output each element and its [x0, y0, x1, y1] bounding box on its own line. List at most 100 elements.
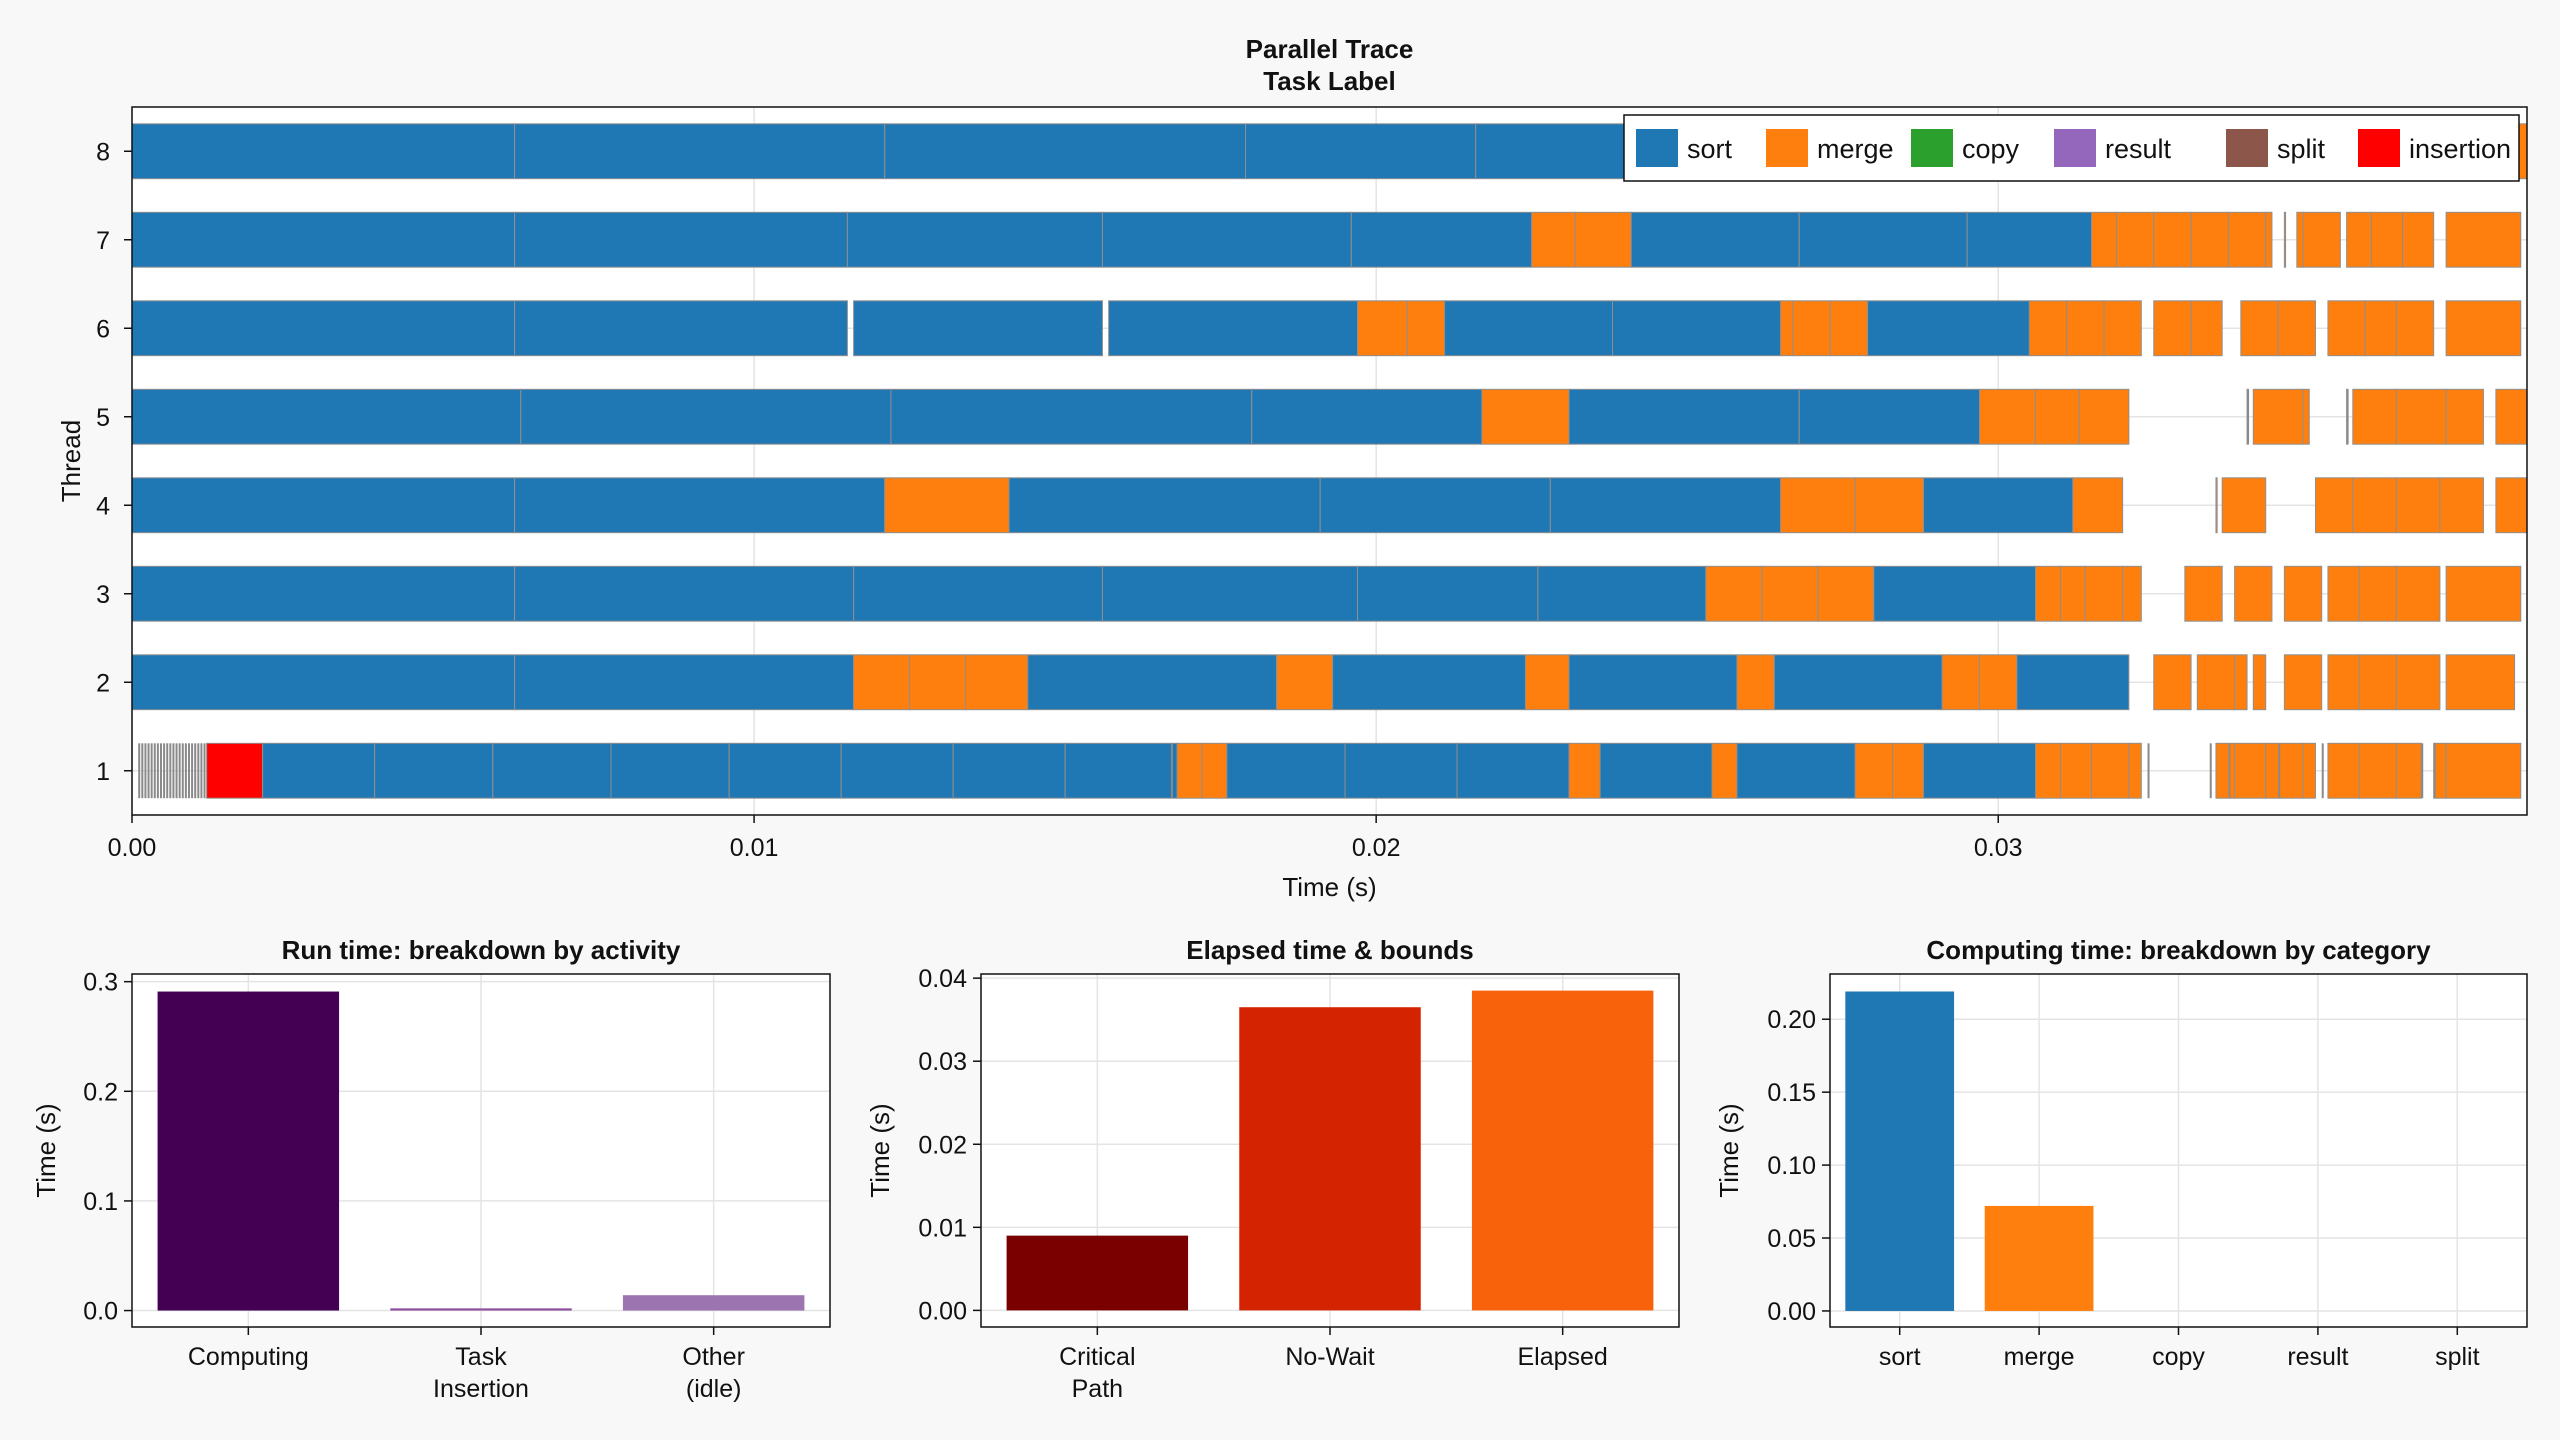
x-tick-label-line: Task: [455, 1343, 507, 1371]
task-bar-sort: [1008, 477, 1321, 534]
run-time-breakdown-chart: 0.0 0.1 0.2 0.3 Computing Task Insertion Other (…: [31, 935, 831, 1403]
task-bar-sort: [1798, 211, 1968, 268]
chart-title: Parallel Trace: [1246, 34, 1414, 64]
task-bar-merge: [2153, 211, 2192, 268]
task-bar-merge: [1531, 211, 1576, 268]
task-bar-sort: [520, 388, 892, 445]
chart-title: Elapsed time & bounds: [1186, 935, 1474, 965]
bar-other-(idle): [622, 1295, 805, 1311]
task-bar-merge: [2445, 388, 2484, 445]
x-tick-label: merge: [2004, 1343, 2075, 1371]
y-tick-label: 0.05: [1767, 1225, 1816, 1253]
task-bar-sort: [1444, 300, 1614, 357]
computing-time-category-chart: 0.00 0.05 0.10 0.15 0.20 sort merge copy result s…: [1714, 935, 2528, 1371]
task-tick: [197, 743, 200, 799]
task-bar-sort: [1773, 654, 1943, 711]
task-bar-merge: [2084, 565, 2124, 622]
task-bar-sort: [1356, 565, 1539, 622]
bar-task-insertion: [390, 1308, 572, 1311]
y-tick-label: 6: [96, 315, 110, 343]
x-tick-label: 0.00: [108, 834, 157, 862]
task-bar-merge: [884, 477, 1010, 534]
task-bar-merge: [2327, 742, 2360, 799]
task-bar-merge: [853, 654, 911, 711]
task-bar-merge: [2252, 654, 2267, 711]
task-bar-merge: [2091, 742, 2130, 799]
task-bar-sort: [1568, 388, 1800, 445]
x-tick-label-line: result: [2287, 1343, 2348, 1371]
task-bar-sort: [1064, 742, 1178, 799]
y-tick-label: 1: [96, 758, 110, 786]
legend: sort merge copy result split insertion: [1623, 114, 2520, 182]
task-bar-merge: [1356, 300, 1408, 357]
task-bar-sort: [890, 388, 1253, 445]
task-bar-merge: [1854, 742, 1893, 799]
legend-swatch-copy: [1911, 129, 1953, 167]
task-bar-merge: [2358, 742, 2397, 799]
task-tick: [184, 743, 187, 799]
task-bar-merge: [1481, 388, 1570, 445]
chart-subtitle: Task Label: [1263, 66, 1395, 96]
y-axis-label: Time (s): [31, 1103, 61, 1197]
task-bar-merge: [2196, 654, 2236, 711]
task-bar-merge: [2495, 477, 2528, 534]
task-bar-sort: [1332, 654, 1526, 711]
task-tick: [2247, 389, 2250, 445]
x-tick-label: Computing: [188, 1343, 309, 1371]
task-bar-merge: [2234, 654, 2248, 711]
task-tick: [144, 743, 147, 799]
task-tick: [138, 743, 141, 799]
task-bar-merge: [2122, 565, 2142, 622]
task-bar-merge: [2153, 654, 2192, 711]
task-bar-sort: [1736, 742, 1856, 799]
x-tick-label: 0.03: [1974, 834, 2023, 862]
x-tick-label-line: Computing: [188, 1343, 309, 1371]
task-bar-merge: [2395, 477, 2441, 534]
task-bar-sort: [952, 742, 1066, 799]
x-tick-label: Elapsed: [1517, 1343, 1607, 1371]
task-bar-merge: [1979, 654, 2018, 711]
task-bar-merge: [2395, 742, 2422, 799]
task-bar-sort: [1245, 123, 1477, 180]
task-bar-merge: [2296, 211, 2304, 268]
x-tick-label-line: No-Wait: [1285, 1343, 1374, 1371]
task-tick: [1170, 743, 1173, 799]
task-bar-merge: [2395, 388, 2447, 445]
task-bar-merge: [1780, 300, 1794, 357]
bar-merge: [1984, 1205, 2094, 1311]
task-bar-sort: [853, 565, 1103, 622]
task-tick: [150, 743, 153, 799]
task-bar-merge: [1736, 654, 1775, 711]
legend-label-sort: sort: [1687, 134, 1733, 164]
task-bar-sort: [1027, 654, 1278, 711]
legend-swatch-merge: [1766, 129, 1808, 167]
y-tick-label: 0.10: [1767, 1152, 1816, 1180]
task-bar-sort: [492, 742, 612, 799]
task-bar-sort: [1873, 565, 2037, 622]
y-tick-label: 7: [96, 227, 110, 255]
task-bar-merge: [2221, 477, 2267, 534]
task-bar-sort: [1108, 300, 1358, 357]
task-tick: [159, 743, 162, 799]
task-tick: [181, 743, 184, 799]
x-tick-label: sort: [1879, 1343, 1921, 1371]
task-bar-merge: [2072, 477, 2124, 534]
y-tick-label: 0.3: [83, 969, 118, 997]
task-bar-sort: [1549, 477, 1782, 534]
x-tick-label: Task Insertion: [433, 1343, 529, 1403]
task-bar-sort: [1923, 477, 2074, 534]
task-bar-merge: [1891, 742, 1925, 799]
x-tick-label-line: merge: [2004, 1343, 2075, 1371]
task-bar-merge: [2234, 742, 2267, 799]
task-tick: [156, 743, 159, 799]
y-tick-label: 0.15: [1767, 1079, 1816, 1107]
task-bar-sort: [1350, 211, 1533, 268]
task-tick: [2321, 743, 2324, 799]
legend-swatch-split: [2226, 129, 2268, 167]
bar-elapsed: [1471, 990, 1654, 1311]
task-bar-merge: [2153, 300, 2192, 357]
task-bar-merge: [2059, 565, 2086, 622]
elapsed-time-bounds-chart: 0.00 0.01 0.02 0.03 0.04 Critical Path No-Wait E…: [865, 935, 1680, 1403]
task-bar-merge: [2358, 654, 2397, 711]
y-tick-label: 3: [96, 581, 110, 609]
